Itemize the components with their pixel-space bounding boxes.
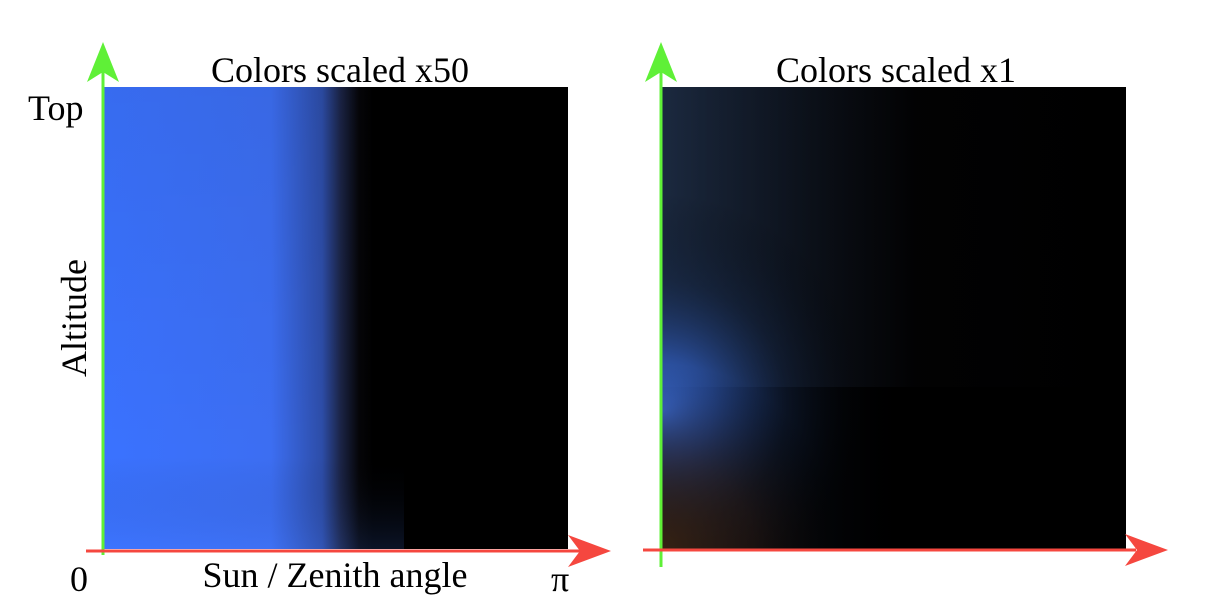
right-x-axis-arrowhead [1125,534,1168,566]
left-x-axis-arrowhead [568,535,611,567]
left-y-axis-arrowhead [87,42,119,82]
right-panel-title: Colors scaled x1 [776,50,1016,90]
x-axis-end-label: π [551,559,569,599]
right-panel-red-glow [662,87,1126,549]
x-axis-origin-label: 0 [70,559,88,599]
left-panel-shading [104,87,404,549]
y-axis-label: Altitude [54,259,94,377]
left-panel: Colors scaled x50 Top Altitude 0 Sun / Z… [28,42,611,599]
right-panel: Colors scaled x1 [643,42,1168,567]
y-axis-top-label: Top [28,88,83,128]
right-y-axis-arrowhead [645,42,677,82]
left-panel-title: Colors scaled x50 [211,50,469,90]
x-axis-label: Sun / Zenith angle [203,555,468,595]
